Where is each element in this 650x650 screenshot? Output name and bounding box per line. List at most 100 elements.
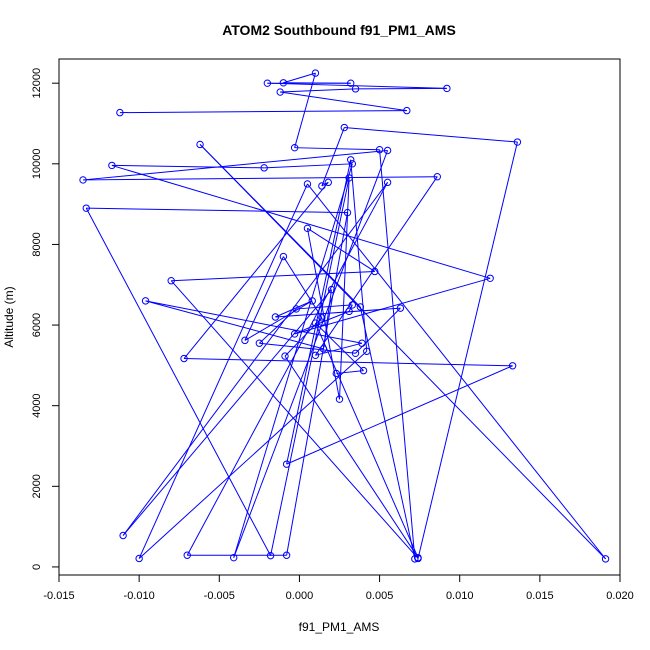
data-point (266, 551, 275, 560)
y-tick-label: 12000 (31, 68, 43, 99)
data-point (332, 369, 340, 378)
series-segment (186, 182, 389, 556)
series-segment (296, 304, 353, 310)
data-point (383, 178, 392, 187)
data-point (303, 224, 312, 233)
y-tick-label: 2000 (31, 474, 43, 498)
data-point (282, 460, 291, 468)
data-point (513, 138, 522, 146)
series-segment (233, 163, 353, 558)
data-point (383, 146, 392, 155)
series-segment (259, 308, 297, 344)
data-point (363, 347, 371, 355)
data-point (260, 164, 268, 172)
series-segment (119, 110, 407, 114)
data-point (403, 106, 411, 115)
series-segment (111, 164, 265, 169)
series-segment (170, 280, 419, 559)
data-point (230, 553, 238, 562)
series-segment (86, 207, 348, 214)
series-segment (321, 310, 350, 323)
data-point (290, 330, 299, 338)
x-tick-label: -0.005 (204, 590, 235, 602)
series-segment (294, 72, 316, 148)
x-axis-label: f91_PM1_AMS (299, 620, 380, 634)
data-point (180, 354, 188, 363)
series-segment (83, 176, 438, 181)
data-point (371, 267, 379, 276)
series-segment (350, 159, 368, 352)
data-point (351, 85, 360, 93)
data-point (183, 551, 191, 559)
data-point (345, 174, 353, 182)
data-point (292, 305, 300, 313)
data-point (119, 531, 127, 540)
data-point (601, 555, 610, 563)
series-segment (259, 342, 356, 354)
series-segment (294, 277, 491, 335)
data-point (340, 123, 349, 132)
data-point (347, 79, 355, 87)
series-segment (111, 164, 491, 279)
data-point (281, 352, 289, 360)
data-point (358, 339, 366, 347)
data-point (324, 178, 332, 187)
x-axis: -0.015 -0.010 -0.005 0.000 0.005 0.010 0.015 0.… (43, 575, 634, 602)
x-tick-label: 0.010 (446, 590, 474, 602)
series-segment (315, 342, 363, 356)
series-segment (344, 127, 518, 143)
data-point (279, 252, 288, 261)
data-point (345, 307, 353, 316)
data-point (318, 182, 326, 190)
data-point (116, 108, 124, 117)
data-point (311, 69, 320, 77)
series-segment (282, 256, 323, 319)
x-tick-label: 0.020 (606, 590, 634, 602)
data-point (276, 88, 284, 96)
series-segment (85, 207, 272, 556)
series-segment (233, 150, 389, 558)
data-point (263, 79, 272, 87)
data-point (196, 140, 204, 149)
series-segment (286, 212, 349, 556)
series-segment (314, 322, 419, 558)
x-tick-label: 0.005 (366, 590, 394, 602)
data-point (347, 156, 355, 164)
data-point (343, 208, 352, 217)
data-point (135, 554, 143, 563)
series-segment (322, 289, 332, 349)
data-point (308, 297, 316, 305)
data-point (335, 395, 344, 403)
series-segment (122, 182, 388, 536)
data-point (311, 351, 320, 359)
x-tick-label: -0.015 (43, 590, 74, 602)
data-point (318, 314, 326, 322)
data-point (348, 301, 357, 309)
series-segment (199, 144, 606, 560)
series-segment (284, 355, 419, 558)
plot-frame (58, 58, 621, 576)
data-point (108, 161, 116, 170)
series-segment (355, 307, 401, 354)
data-point (141, 297, 150, 305)
data-point (351, 349, 360, 357)
series-segment (294, 321, 323, 335)
data-point (241, 336, 249, 345)
x-tick-label: -0.010 (124, 590, 155, 602)
series-segment (275, 300, 313, 318)
series-segment (264, 163, 353, 169)
series-segment (138, 183, 308, 559)
data-point (396, 304, 405, 312)
data-point (79, 176, 87, 184)
data-point (359, 366, 368, 375)
series-segment (275, 307, 401, 318)
series-segment (244, 256, 284, 341)
data-point (443, 84, 451, 93)
series-segment (286, 365, 513, 465)
series-segment (307, 183, 606, 560)
series-segment (321, 127, 345, 187)
data-point (271, 313, 280, 321)
series-segment (379, 149, 416, 559)
series-segment (184, 358, 513, 367)
